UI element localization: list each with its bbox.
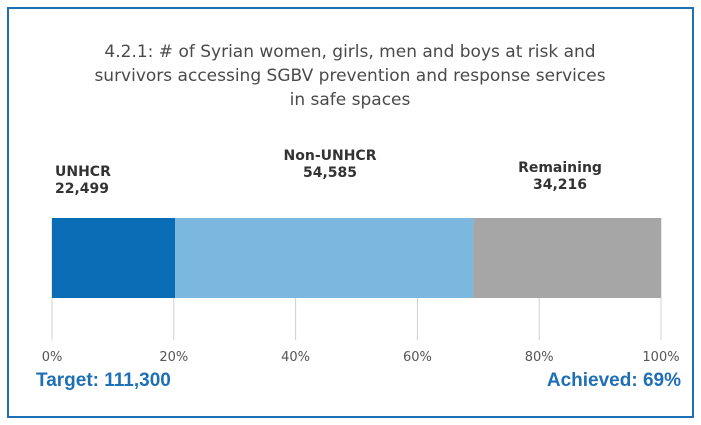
- segment-name: Non-UNHCR: [283, 148, 377, 164]
- segment-value: 54,585: [302, 165, 358, 181]
- segment-label-remaining: Remaining 34,216: [505, 160, 615, 194]
- x-tick-label: 80%: [525, 350, 554, 365]
- segment-name: Remaining: [518, 160, 602, 176]
- x-tick-label: 60%: [403, 350, 432, 365]
- x-tick-label: 100%: [642, 350, 679, 365]
- segment-value: 22,499: [55, 181, 110, 197]
- stacked-bar: [52, 218, 661, 298]
- segment-value: 34,216: [532, 177, 588, 193]
- chart-title-line: survivors accessing SGBV prevention and …: [94, 66, 606, 86]
- segment-name: UNHCR: [55, 164, 111, 180]
- panel-border: [7, 7, 694, 418]
- chart-title-line: 4.2.1: # of Syrian women, girls, men and…: [104, 42, 596, 62]
- x-axis-ticks: 0% 20% 40% 60% 80% 100%: [42, 350, 680, 365]
- bar-segment-remaining: [473, 218, 661, 298]
- segment-label-non-unhcr: Non-UNHCR 54,585: [255, 148, 405, 182]
- x-tick-label: 40%: [281, 350, 310, 365]
- achieved-label: Achieved: 69%: [546, 370, 681, 391]
- x-tick-label: 20%: [159, 350, 188, 365]
- chart-title: 4.2.1: # of Syrian women, girls, men and…: [60, 40, 640, 112]
- segment-label-unhcr: UNHCR 22,499: [55, 164, 111, 198]
- target-label: Target: 111,300: [36, 370, 171, 391]
- bar-segment-unhcr: [52, 218, 176, 298]
- x-tick-label: 0%: [42, 350, 63, 365]
- chart-title-line: in safe spaces: [289, 90, 411, 110]
- bar-segment-non-unhcr: [175, 218, 474, 298]
